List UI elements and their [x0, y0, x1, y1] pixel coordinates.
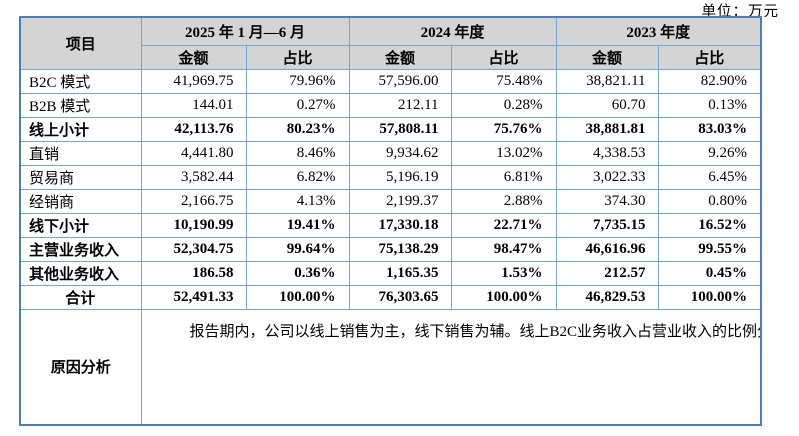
- ratio-cell: 98.47%: [450, 236, 557, 262]
- table-row-online-subtotal: 线上小计 42,113.76 80.23% 57,808.11 75.76% 3…: [19, 116, 762, 142]
- amount-cell: 5,196.19: [348, 164, 452, 190]
- amount-cell: 374.30: [555, 188, 659, 214]
- period-header-2024: 2024 年度: [348, 16, 557, 46]
- ratio-cell: 19.41%: [245, 212, 350, 238]
- row-label: 直销: [19, 140, 142, 166]
- ratio-cell: 1.53%: [450, 260, 557, 286]
- row-label: B2C 模式: [19, 68, 142, 94]
- ratio-cell: 4.13%: [245, 188, 350, 214]
- ratio-cell: 79.96%: [245, 68, 350, 94]
- row-label: 主营业务收入: [19, 236, 142, 262]
- amount-cell: 17,330.18: [348, 212, 452, 238]
- ratio-cell: 6.45%: [657, 164, 762, 190]
- amount-cell: 144.01: [140, 92, 247, 118]
- ratio-cell: 99.55%: [657, 236, 762, 262]
- amount-cell: 3,022.33: [555, 164, 659, 190]
- ratio-cell: 2.88%: [450, 188, 557, 214]
- amount-cell: 52,491.33: [140, 284, 247, 310]
- ratio-header-2023: 占比: [657, 44, 762, 70]
- amount-cell: 46,616.96: [555, 236, 659, 262]
- revenue-breakdown-table: 项目 2025 年 1 月—6 月 2024 年度 2023 年度 金额 占比 …: [19, 16, 763, 426]
- ratio-cell: 0.45%: [657, 260, 762, 286]
- amount-cell: 52,304.75: [140, 236, 247, 262]
- table-row-offline-subtotal: 线下小计 10,190.99 19.41% 17,330.18 22.71% 7…: [19, 212, 762, 238]
- ratio-cell: 9.26%: [657, 140, 762, 166]
- ratio-cell: 6.81%: [450, 164, 557, 190]
- ratio-cell: 75.76%: [450, 116, 557, 142]
- period-header-2023: 2023 年度: [555, 16, 762, 46]
- amount-cell: 38,821.11: [555, 68, 659, 94]
- row-label: 线上小计: [19, 116, 142, 142]
- row-label: 合计: [19, 284, 142, 310]
- amount-cell: 1,165.35: [348, 260, 452, 286]
- ratio-cell: 100.00%: [450, 284, 557, 310]
- analysis-text-cell: 报告期内，公司以线上销售为主，线下销售为辅。线上B2C业务收入占营业收入的比例分…: [140, 308, 762, 426]
- amount-cell: 76,303.65: [348, 284, 452, 310]
- amount-header-2024: 金额: [348, 44, 452, 70]
- ratio-cell: 75.48%: [450, 68, 557, 94]
- ratio-header-2025: 占比: [245, 44, 350, 70]
- amount-cell: 75,138.29: [348, 236, 452, 262]
- amount-cell: 57,596.00: [348, 68, 452, 94]
- table-row-direct-sales: 直销 4,441.80 8.46% 9,934.62 13.02% 4,338.…: [19, 140, 762, 166]
- amount-cell: 57,808.11: [348, 116, 452, 142]
- ratio-cell: 99.64%: [245, 236, 350, 262]
- table-row-main-business-income: 主营业务收入 52,304.75 99.64% 75,138.29 98.47%…: [19, 236, 762, 262]
- analysis-label: 原因分析: [19, 308, 142, 426]
- amount-cell: 46,829.53: [555, 284, 659, 310]
- amount-cell: 4,338.53: [555, 140, 659, 166]
- amount-header-2023: 金额: [555, 44, 659, 70]
- ratio-cell: 83.03%: [657, 116, 762, 142]
- table-row-total: 合计 52,491.33 100.00% 76,303.65 100.00% 4…: [19, 284, 762, 310]
- table-row-b2c: B2C 模式 41,969.75 79.96% 57,596.00 75.48%…: [19, 68, 762, 94]
- header-row-periods: 项目 2025 年 1 月—6 月 2024 年度 2023 年度: [19, 16, 762, 70]
- period-header-2025: 2025 年 1 月—6 月: [140, 16, 350, 46]
- ratio-cell: 100.00%: [245, 284, 350, 310]
- amount-cell: 41,969.75: [140, 68, 247, 94]
- amount-cell: 60.70: [555, 92, 659, 118]
- amount-cell: 212.57: [555, 260, 659, 286]
- ratio-cell: 0.13%: [657, 92, 762, 118]
- header-row-metrics: 金额 占比 金额 占比 金额 占比: [20, 44, 762, 70]
- table-row-distributors: 经销商 2,166.75 4.13% 2,199.37 2.88% 374.30…: [19, 188, 762, 214]
- ratio-cell: 0.27%: [245, 92, 350, 118]
- ratio-cell: 82.90%: [657, 68, 762, 94]
- amount-cell: 38,881.81: [555, 116, 659, 142]
- ratio-cell: 13.02%: [450, 140, 557, 166]
- amount-cell: 4,441.80: [140, 140, 247, 166]
- ratio-cell: 8.46%: [245, 140, 350, 166]
- amount-cell: 10,190.99: [140, 212, 247, 238]
- amount-cell: 2,199.37: [348, 188, 452, 214]
- table-row-traders: 贸易商 3,582.44 6.82% 5,196.19 6.81% 3,022.…: [19, 164, 762, 190]
- analysis-text: 报告期内，公司以线上销售为主，线下销售为辅。线上B2C业务收入占营业收入的比例分…: [189, 323, 762, 340]
- row-label: 其他业务收入: [19, 260, 142, 286]
- ratio-cell: 0.36%: [245, 260, 350, 286]
- ratio-cell: 6.82%: [245, 164, 350, 190]
- ratio-cell: 80.23%: [245, 116, 350, 142]
- amount-cell: 212.11: [348, 92, 452, 118]
- amount-header-2025: 金额: [140, 44, 247, 70]
- amount-cell: 9,934.62: [348, 140, 452, 166]
- amount-cell: 42,113.76: [140, 116, 247, 142]
- row-label: 经销商: [19, 188, 142, 214]
- ratio-cell: 0.28%: [450, 92, 557, 118]
- amount-cell: 3,582.44: [140, 164, 247, 190]
- amount-cell: 2,166.75: [140, 188, 247, 214]
- table-row-other-business-income: 其他业务收入 186.58 0.36% 1,165.35 1.53% 212.5…: [19, 260, 762, 286]
- ratio-cell: 100.00%: [657, 284, 762, 310]
- amount-cell: 186.58: [140, 260, 247, 286]
- ratio-cell: 22.71%: [450, 212, 557, 238]
- ratio-cell: 0.80%: [657, 188, 762, 214]
- table-row-b2b: B2B 模式 144.01 0.27% 212.11 0.28% 60.70 0…: [19, 92, 762, 118]
- row-label: 贸易商: [19, 164, 142, 190]
- row-label: 线下小计: [19, 212, 142, 238]
- item-column-header: 项目: [19, 16, 142, 70]
- row-label: B2B 模式: [19, 92, 142, 118]
- analysis-row: 原因分析 报告期内，公司以线上销售为主，线下销售为辅。线上B2C业务收入占营业收…: [19, 308, 762, 426]
- amount-cell: 7,735.15: [555, 212, 659, 238]
- ratio-header-2024: 占比: [450, 44, 557, 70]
- ratio-cell: 16.52%: [657, 212, 762, 238]
